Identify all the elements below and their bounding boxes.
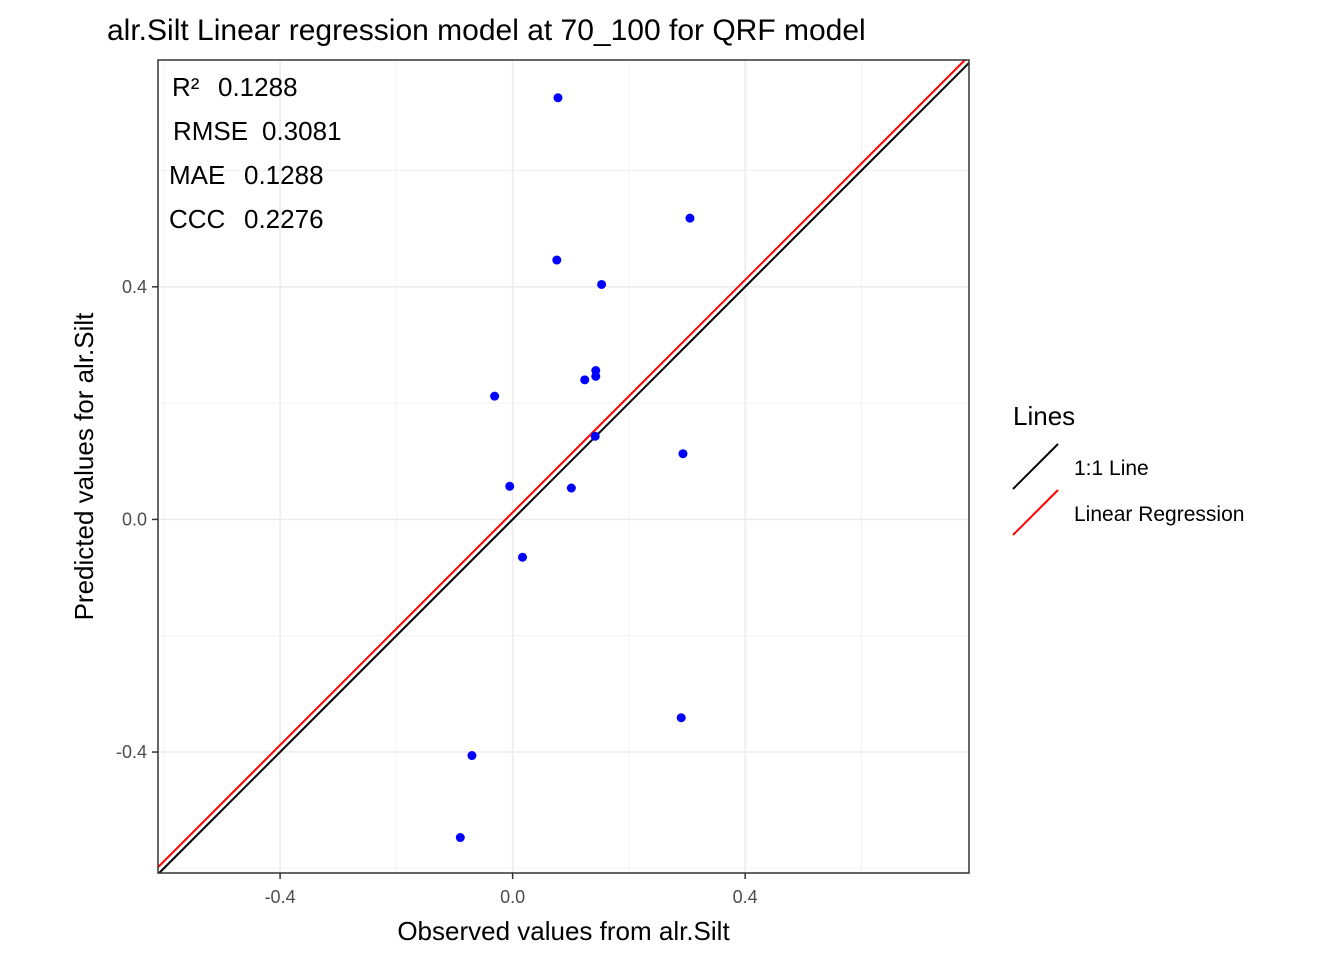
stat-value: 0.1288 [218,72,298,102]
data-point [455,833,465,843]
minor-gridlines [158,60,969,873]
x-tick-label: 0.0 [500,887,525,907]
data-point [676,713,686,723]
stat-label: MAE [169,160,225,190]
stat-label: CCC [169,204,225,234]
y-tick-label: -0.4 [116,742,147,762]
data-point [591,371,601,381]
legend-label: 1:1 Line [1074,457,1149,480]
stat-value: 0.3081 [262,116,342,146]
axis-ticks: -0.4 -0.4 0.0 0.0 0.4 0.4 [116,277,758,907]
stat-value: 0.1288 [244,160,324,190]
legend-title: Lines [1013,401,1075,431]
data-point [566,483,576,493]
data-point [490,391,500,401]
y-tick-label: 0.4 [122,277,147,297]
y-axis-title: Predicted values for alr.Silt [69,312,99,621]
panel-border [157,59,970,874]
stats-annotations: R² 0.1288 RMSE 0.3081 MAE 0.1288 CCC 0.2276 [169,72,342,234]
x-tick-label: -0.4 [265,887,296,907]
data-points [455,93,695,843]
stat-value: 0.2276 [244,204,324,234]
line-1-1-line [158,62,970,874]
reference-lines [157,59,970,874]
data-point [678,449,688,459]
legend-key-2 [1012,489,1059,536]
x-tick-label: 0.4 [733,887,758,907]
stat-label: R² [172,72,200,102]
data-point [597,279,607,289]
y-tick-label: 0.0 [122,509,147,529]
legend-label: Linear Regression [1074,503,1244,526]
data-point [590,431,600,441]
legend-key-1 [1012,443,1059,490]
data-point [580,375,590,385]
data-point [552,255,562,265]
data-point [553,93,563,103]
line-linear-regression [157,59,966,868]
x-axis-title: Observed values from alr.Silt [397,916,730,946]
data-point [505,481,515,491]
legend: Lines 1:1 Line Linear Regression [1012,401,1244,536]
chart-title: alr.Silt Linear regression model at 70_1… [107,14,866,47]
stat-label: RMSE [173,116,248,146]
data-point [467,751,477,761]
major-gridlines [158,60,969,873]
data-point [518,552,528,562]
data-point [685,213,695,223]
